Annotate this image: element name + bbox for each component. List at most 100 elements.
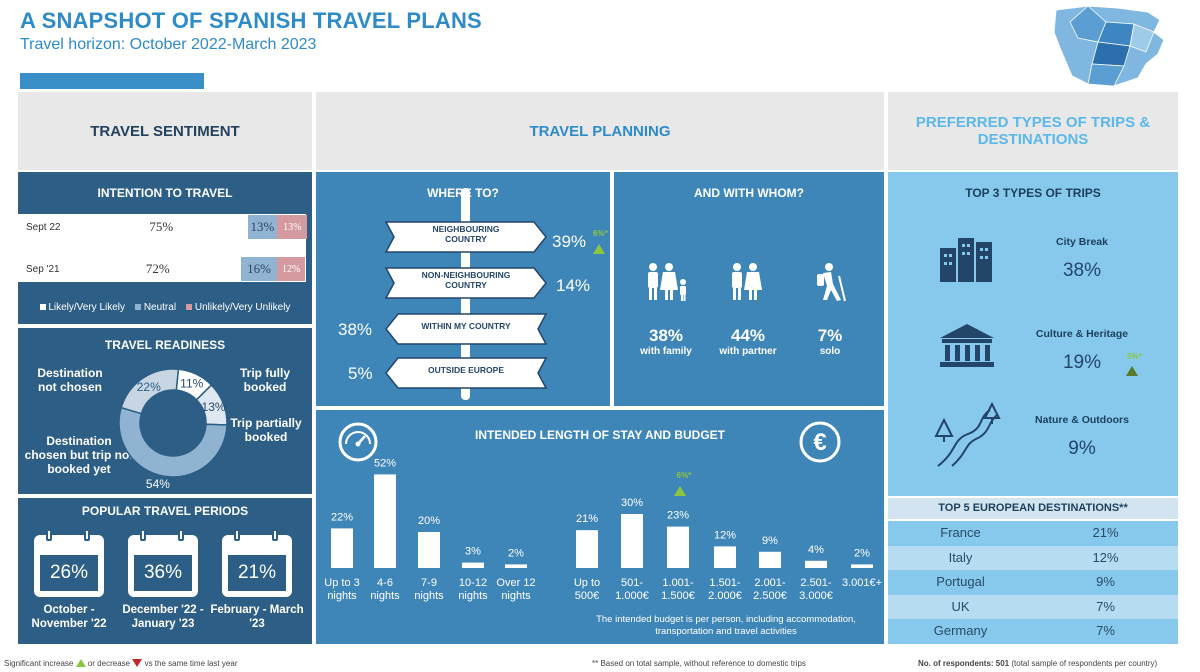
donut-label: 54%	[146, 477, 170, 488]
bar	[714, 546, 736, 568]
label-partially-booked: Trip partially booked	[230, 416, 302, 444]
destination-value: 21%	[1092, 525, 1119, 540]
bar-category-label: 3.000€	[799, 590, 833, 602]
euro-icon: €	[799, 421, 841, 463]
bar-value-label: 30%	[621, 497, 643, 509]
bar	[418, 532, 440, 568]
respondents-note: No. of respondents: 501 (total sample of…	[918, 659, 1157, 668]
footnote-based: ** Based on total sample, without refere…	[592, 659, 806, 668]
signpost-value: 5%	[348, 364, 373, 383]
decrease-triangle-icon	[132, 659, 143, 667]
table-row: Germany 7%	[888, 619, 1178, 644]
period-label: February - March	[210, 604, 304, 616]
bar-value-label: 9%	[762, 535, 778, 547]
speedometer-icon	[338, 422, 378, 462]
whom-value: 44%	[730, 326, 766, 345]
bar-category-label: 2.501-	[800, 577, 832, 589]
signpost-arrow	[385, 357, 548, 389]
column-header-preferred: PREFERRED TYPES OF TRIPS & DESTINATIONS	[888, 92, 1178, 170]
bar-value-label: 2%	[508, 547, 524, 559]
signpost-arrow	[384, 221, 547, 253]
period-label: '23	[249, 618, 265, 630]
bar	[374, 474, 396, 568]
trip-type-value: 38%	[1062, 260, 1102, 281]
intention-bar-row: 75% 13% 13%	[75, 215, 308, 239]
bar-category-label: nights	[414, 590, 444, 602]
table-row: Italy 12%	[888, 545, 1178, 571]
signpost-arrow	[385, 313, 548, 345]
trip-type-value: 9%	[1068, 438, 1096, 459]
trip-type-label: City Break	[1056, 236, 1108, 248]
bar-value-label: 20%	[418, 515, 440, 527]
calendar-ring	[234, 529, 240, 541]
legend-label: Likely/Very Likely	[48, 302, 126, 313]
bar-category-label: 7-9	[421, 577, 437, 589]
trip-type-label: Nature & Outdoors	[1035, 414, 1129, 426]
svg-text:€: €	[813, 429, 826, 456]
donut-label: 11%	[180, 377, 203, 391]
bar-category-label: Over 12	[496, 577, 535, 589]
bar-value-label: 21%	[576, 513, 598, 525]
legend-label: Neutral	[143, 302, 177, 313]
bar-value-label: 2%	[854, 547, 870, 559]
bar-category-label: 2.500€	[753, 590, 787, 602]
bar-category-label: Up to	[574, 577, 600, 589]
where-signpost-graphic	[384, 221, 548, 389]
bar-category-label: 3.001€+	[842, 577, 882, 589]
signpost-value: 38%	[338, 320, 373, 339]
bar-category-label: nights	[501, 590, 531, 602]
period-label: December '22 -	[122, 604, 204, 616]
signpost-label: NEIGHBOURING COUNTRY	[432, 224, 500, 244]
readiness-donut-chart: 11% 13% 54% 22%	[118, 368, 228, 488]
signpost-label: NON-NEIGHBOURING COUNTRY	[421, 270, 511, 290]
destination-country: Germany	[933, 623, 988, 639]
significance-legend: Significant increase or decrease vs the …	[4, 659, 237, 668]
intention-bar-row: 72% 16% 12%	[75, 257, 305, 281]
couple-icon	[725, 262, 771, 309]
bar-category-label: 2.000€	[708, 590, 742, 602]
bar	[331, 528, 353, 568]
bar	[851, 564, 873, 568]
bar-category-label: 2.001-	[754, 577, 786, 589]
bar-category-label: Up to 3	[324, 577, 359, 589]
legend-label: Unlikely/Very Unlikely	[194, 302, 291, 313]
bar	[667, 526, 689, 568]
bar-category-label: nights	[458, 590, 488, 602]
bar-category-label: 1.001-	[662, 577, 694, 589]
period-value: 26%	[40, 555, 98, 591]
calendar-icon: 26%	[34, 529, 104, 597]
calendar-ring	[272, 529, 278, 541]
respondents-count: No. of respondents: 501	[918, 659, 1010, 668]
bar	[759, 551, 781, 568]
destination-value: 7%	[1096, 623, 1115, 639]
bar-category-label: nights	[370, 590, 400, 602]
whom-label: with family	[640, 346, 692, 357]
donut-label: 13%	[202, 400, 226, 414]
destination-country: Portugal	[936, 574, 985, 590]
intention-bar-segment: 13%	[247, 215, 278, 239]
title-accent-bar	[20, 73, 204, 89]
destinations-title: TOP 5 EUROPEAN DESTINATIONS**	[888, 498, 1178, 519]
table-row: France 21%	[888, 521, 1178, 546]
signpost-value: 39%	[552, 232, 587, 251]
label-chosen-not-booked: Destination chosen but trip not booked y…	[24, 434, 134, 476]
trips-panel: TOP 3 TYPES OF TRIPS	[888, 172, 1178, 496]
label-fully-booked: Trip fully booked	[239, 366, 290, 394]
destination-value: 9%	[1096, 574, 1115, 590]
intention-bar-segment: 12%	[277, 257, 305, 281]
page-subtitle: Travel horizon: October 2022-March 2023	[20, 36, 317, 53]
bar	[576, 530, 598, 568]
readiness-panel: TRAVEL READINESS Destination not chosen …	[18, 328, 312, 494]
bar	[462, 562, 484, 568]
column-header-planning: TRAVEL PLANNING	[316, 92, 884, 170]
calendar-icon: 36%	[128, 529, 198, 597]
trip-type-label: Culture & Heritage	[1035, 328, 1129, 340]
period-label: January '23	[131, 618, 195, 630]
bar-category-label: 1.501-	[709, 577, 741, 589]
bar	[621, 514, 643, 568]
whom-title: AND WITH WHOM?	[694, 186, 804, 200]
signpost-label: OUTSIDE EUROPE	[427, 365, 505, 376]
whom-value: 7%	[817, 326, 843, 345]
signpost-label: WITHIN MY COUNTRY	[421, 321, 511, 332]
destination-country: Italy	[948, 549, 973, 565]
